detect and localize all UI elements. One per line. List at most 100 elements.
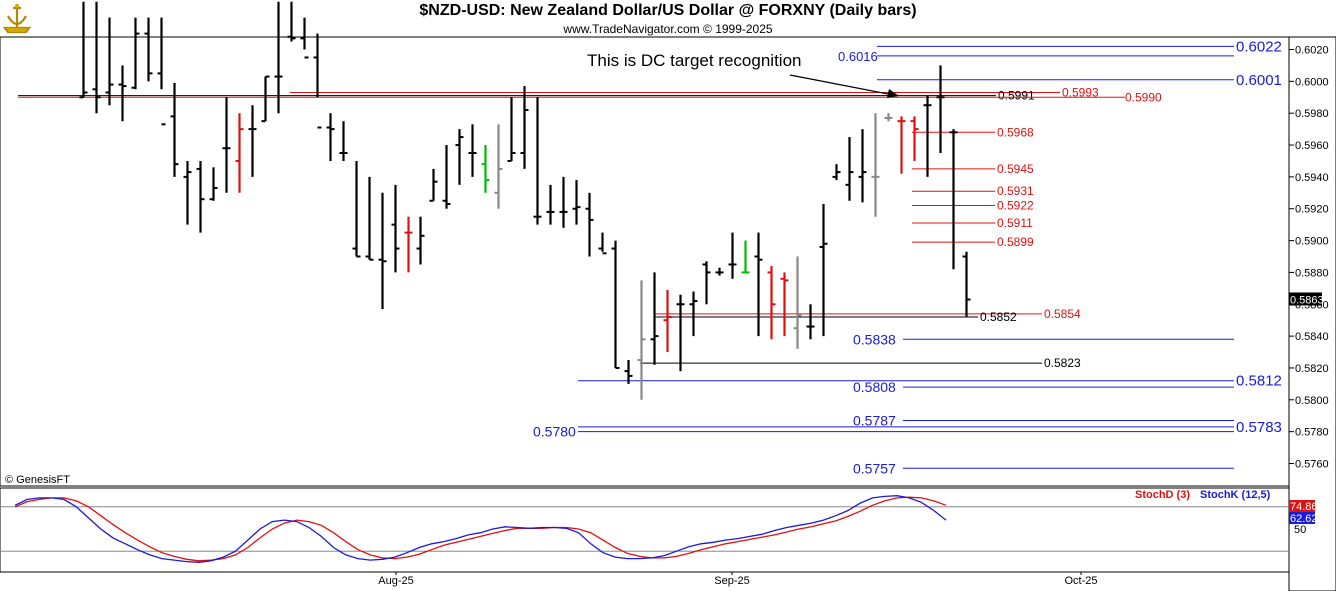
chart-title: $NZD-USD: New Zealand Dollar/US Dollar @… (419, 2, 917, 19)
ohlc-bar (300, 17, 309, 59)
ohlc-bar (637, 280, 646, 400)
ohlc-bar (676, 294, 685, 372)
y-tick-label: 0.5900 (1295, 236, 1329, 248)
level-label-0.5911: 0.5911 (997, 216, 1033, 230)
ohlc-bar (131, 17, 140, 90)
ohlc-bar (352, 160, 361, 258)
level-label-0.5757: 0.5757 (853, 460, 896, 476)
level-label-0.6022: 0.6022 (1236, 38, 1282, 55)
stoch-d-value-box (1289, 500, 1315, 512)
y-tick-label: 0.5920 (1295, 204, 1329, 216)
y-tick-label: 0.5940 (1295, 172, 1329, 184)
ohlc-bar (936, 65, 945, 153)
y-tick-label: 0.6000 (1295, 76, 1329, 88)
ohlc-bar (468, 124, 477, 177)
ohlc-bar (455, 129, 464, 185)
ohlc-bar (962, 251, 971, 318)
ohlc-bar (559, 176, 568, 228)
ohlc-bar (650, 272, 659, 365)
ohlc-bar (689, 291, 698, 337)
ohlc-bar (663, 289, 672, 353)
level-label-0.5990: 0.5990 (1125, 90, 1162, 104)
ohlc-bar (780, 272, 789, 337)
ohlc-bar (79, 1, 88, 99)
stoch-panel (0, 487, 1290, 573)
ohlc-bar (429, 168, 438, 202)
y-tick-label: 0.5960 (1295, 140, 1329, 152)
annotation-arrowhead (887, 89, 899, 98)
ohlc-bar (442, 145, 451, 209)
stoch-d-line (14, 496, 947, 562)
ohlc-bar (533, 97, 542, 225)
ohlc-bar (923, 95, 932, 177)
level-label-0.5899: 0.5899 (997, 235, 1034, 249)
ohlc-bar (624, 360, 633, 384)
ohlc-bar (598, 232, 607, 255)
ohlc-bar (170, 82, 179, 177)
ohlc-bar (391, 184, 400, 273)
y-tick-label: 0.5880 (1295, 267, 1329, 279)
ohlc-bar (287, 1, 296, 42)
copyright-text: © GenesisFT (5, 474, 70, 486)
stoch-d-value: 74.86 (1290, 501, 1318, 513)
ohlc-bar (274, 1, 283, 114)
last-price-label: 0.5863 (1290, 294, 1324, 306)
ohlc-bar (416, 216, 425, 265)
ohlc-bar (702, 261, 711, 305)
ohlc-bar (105, 17, 114, 106)
level-label-0.5945: 0.5945 (997, 162, 1034, 176)
ohlc-bar (494, 124, 503, 209)
ohlc-bar (832, 164, 841, 181)
ohlc-bar (715, 267, 724, 276)
level-label-0.5838: 0.5838 (853, 331, 896, 347)
ohlc-bar (897, 116, 906, 174)
ohlc-bar (949, 129, 958, 270)
ohlc-bar (235, 113, 244, 193)
level-label-0.5991: 0.5991 (998, 89, 1035, 103)
ohlc-bar (209, 167, 218, 201)
x-tick-label: Sep-25 (714, 575, 749, 587)
stoch-d-legend: StochD (3) (1135, 489, 1190, 501)
ohlc-bar (845, 137, 854, 201)
ohlc-bar (157, 17, 166, 126)
ohlc-bar (261, 75, 270, 123)
ohlc-bar (326, 113, 335, 161)
level-label-0.6016: 0.6016 (838, 49, 878, 64)
ohlc-bar (118, 65, 127, 122)
stoch-k-value: 62.62 (1290, 513, 1318, 525)
ohlc-bar (611, 240, 620, 369)
ohlc-bar (793, 256, 802, 349)
ohlc-bar (572, 180, 581, 225)
level-label-0.5993: 0.5993 (1062, 85, 1099, 99)
y-tick-label: 0.5780 (1295, 427, 1329, 439)
y-tick-label: 0.5800 (1295, 395, 1329, 407)
y-tick-label: 0.6020 (1295, 45, 1329, 57)
level-label-0.5931: 0.5931 (997, 184, 1034, 198)
ohlc-bar (481, 145, 490, 193)
ohlc-bar (339, 121, 348, 161)
ohlc-bar (819, 203, 828, 337)
ohlc-bar (546, 184, 555, 225)
chart-subtitle: www.TradeNavigator.com © 1999-2025 (563, 22, 773, 36)
ohlc-bar (884, 113, 893, 122)
level-label-0.5780: 0.5780 (533, 424, 576, 440)
ohlc-bar (858, 129, 867, 203)
x-tick-label: Oct-25 (1064, 575, 1097, 587)
ohlc-bar (313, 33, 322, 129)
ohlc-bar (910, 116, 919, 161)
level-label-0.5922: 0.5922 (997, 199, 1034, 213)
ohlc-bar (222, 97, 231, 193)
y-tick-label: 0.5980 (1295, 108, 1329, 120)
ohlc-bar (248, 105, 257, 177)
ohlc-bar (585, 192, 594, 257)
level-label-0.6001: 0.6001 (1236, 72, 1282, 89)
y-tick-label: 0.5760 (1295, 459, 1329, 471)
ohlc-bar (365, 176, 374, 261)
y-tick-label: 0.5840 (1295, 331, 1329, 343)
genesis-logo-icon (2, 2, 32, 39)
annotation-arrow (789, 74, 894, 96)
ohlc-bar (92, 1, 101, 114)
ohlc-bar (196, 160, 205, 233)
ohlc-bar (520, 86, 529, 169)
